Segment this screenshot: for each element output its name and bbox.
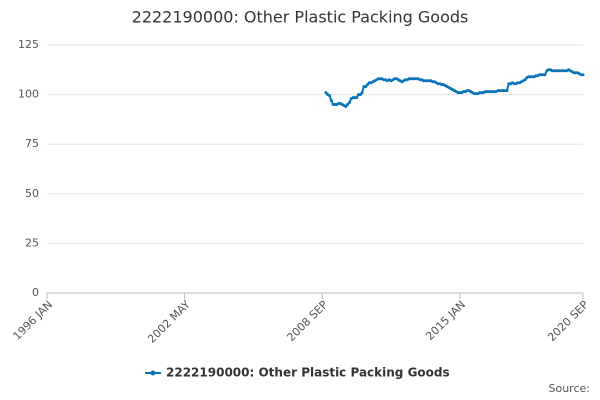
data-point xyxy=(344,105,348,109)
data-point xyxy=(355,96,359,100)
x-tick-label: 1996 JAN xyxy=(10,298,55,343)
y-tick-label: 75 xyxy=(25,137,39,150)
data-point xyxy=(346,103,350,107)
source-label: Source: xyxy=(549,382,591,395)
y-tick-label: 50 xyxy=(25,187,39,200)
data-point xyxy=(327,94,331,98)
data-point xyxy=(364,85,368,89)
x-tick-label: 2020 SEP xyxy=(545,298,591,344)
data-point xyxy=(505,89,509,93)
y-tick-label: 125 xyxy=(18,38,39,51)
data-point xyxy=(358,93,362,97)
chart-title: 2222190000: Other Plastic Packing Goods xyxy=(132,8,469,27)
data-point xyxy=(329,99,333,103)
legend-label: 2222190000: Other Plastic Packing Goods xyxy=(166,366,450,380)
data-point xyxy=(366,83,370,87)
data-point xyxy=(360,91,364,95)
data-point xyxy=(347,101,351,105)
data-point xyxy=(543,73,547,77)
y-tick-label: 0 xyxy=(32,286,39,299)
x-tick-label: 2015 JAN xyxy=(423,298,468,343)
data-point xyxy=(324,91,328,95)
y-tick-label: 100 xyxy=(18,88,39,101)
x-tick-label: 2002 MAY xyxy=(145,298,193,346)
y-tick-label: 25 xyxy=(25,236,39,249)
data-point xyxy=(581,73,585,77)
data-point xyxy=(523,78,527,82)
legend-marker xyxy=(150,370,156,376)
x-tick-label: 2008 SEP xyxy=(284,298,330,344)
